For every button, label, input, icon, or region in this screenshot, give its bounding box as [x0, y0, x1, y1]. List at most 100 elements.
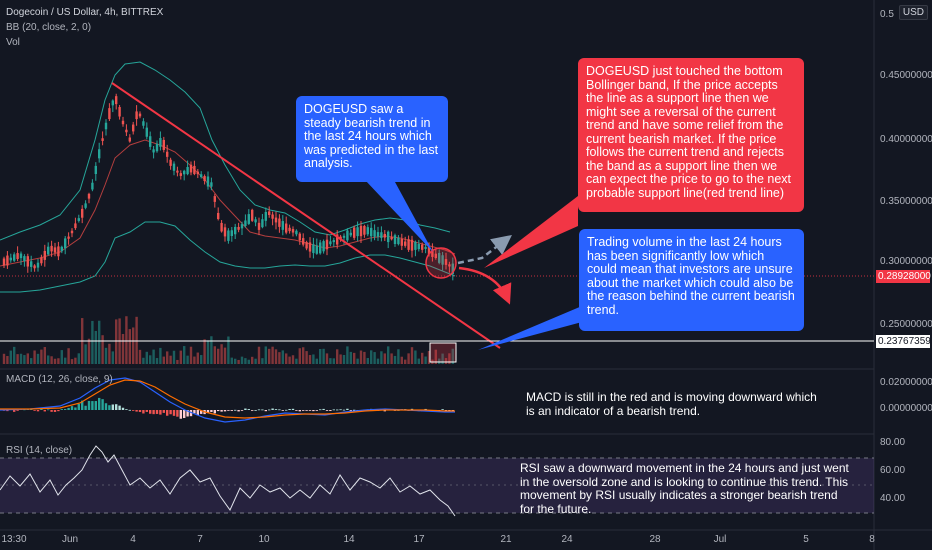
- macd-histogram-bar: [278, 409, 281, 411]
- volume-highlight-box[interactable]: [429, 342, 457, 363]
- candle-body: [397, 237, 400, 245]
- macd-histogram-bar: [13, 410, 16, 412]
- macd-histogram-bar: [319, 409, 322, 411]
- candle-body: [179, 173, 182, 176]
- macd-histogram-bar: [64, 408, 67, 410]
- candle-body: [380, 232, 383, 238]
- time-axis-tick: 13:30: [1, 534, 27, 545]
- candle-body: [2, 258, 6, 266]
- volume-bar: [325, 353, 329, 364]
- macd-histogram-bar: [193, 410, 196, 414]
- candle-body: [373, 230, 376, 237]
- volume-bar: [363, 351, 366, 364]
- candle-body: [206, 176, 210, 187]
- macd-histogram-bar: [176, 410, 179, 417]
- candle-body: [431, 249, 434, 257]
- candle-body: [227, 230, 230, 241]
- candle-body: [115, 96, 118, 105]
- candle-body: [329, 241, 332, 245]
- volume-bar: [36, 353, 40, 364]
- vol-legend[interactable]: Vol: [6, 37, 20, 48]
- candle-body: [189, 164, 193, 173]
- trend-line[interactable]: [111, 82, 501, 349]
- macd-histogram-bar: [240, 410, 244, 411]
- candle-body: [302, 238, 305, 245]
- callout-bearish-trend[interactable]: DOGEUSD saw a steady bearish trend in th…: [296, 96, 448, 182]
- macd-histogram-bar: [346, 408, 349, 410]
- volume-bar: [26, 353, 29, 364]
- macd-note: MACD is still in the red and is moving d…: [526, 390, 817, 418]
- bb-touch-highlight[interactable]: [425, 247, 457, 279]
- candle-body: [172, 163, 176, 171]
- macd-histogram-bar: [94, 401, 97, 410]
- volume-bar: [373, 352, 376, 364]
- time-axis-tick: 17: [413, 534, 425, 545]
- rsi-legend[interactable]: RSI (14, close): [6, 445, 73, 456]
- macd-histogram-bar: [247, 409, 250, 410]
- macd-histogram-bar: [281, 410, 284, 411]
- bb-legend[interactable]: BB (20, close, 2, 0): [6, 22, 92, 33]
- volume-bar: [281, 350, 284, 364]
- volume-bar: [234, 358, 237, 364]
- candle-body: [155, 143, 159, 152]
- volume-bar: [414, 350, 417, 364]
- candle-body: [13, 254, 16, 261]
- candle-body: [186, 167, 189, 175]
- macd-histogram-bar: [33, 410, 36, 411]
- candle-body: [274, 217, 278, 223]
- candle-body: [6, 255, 9, 266]
- currency-button[interactable]: USD: [898, 5, 928, 20]
- volume-bar: [203, 339, 206, 364]
- volume-bar: [172, 350, 176, 364]
- volume-bar: [329, 358, 332, 364]
- volume-bar: [230, 357, 233, 364]
- candle-body: [414, 241, 417, 250]
- callout-bollinger[interactable]: DOGEUSD just touched the bottom Bollinge…: [578, 58, 804, 212]
- time-axis-tick: 24: [561, 534, 573, 545]
- candle-body: [87, 193, 91, 199]
- volume-bar: [410, 347, 414, 364]
- candle-body: [298, 233, 301, 241]
- breakdown-arrow[interactable]: [458, 266, 512, 305]
- macd-histogram-bar: [217, 410, 220, 412]
- volume-bar: [278, 352, 281, 364]
- volume-bar: [424, 356, 427, 364]
- volume-bar: [315, 358, 318, 364]
- candle-body: [295, 230, 298, 235]
- volume-bar: [448, 353, 451, 364]
- macd-histogram-bar: [237, 410, 240, 412]
- volume-bar: [128, 329, 131, 364]
- candle-body: [366, 227, 369, 235]
- red-pointer: [484, 196, 578, 268]
- volume-bar: [183, 346, 186, 364]
- volume-bar: [332, 358, 335, 364]
- macd-legend[interactable]: MACD (12, 26, close, 9): [6, 374, 113, 385]
- volume-bar: [295, 358, 298, 364]
- candle-body: [176, 170, 179, 173]
- candle-body: [159, 138, 162, 147]
- macd-histogram-bar: [6, 410, 9, 412]
- candle-body: [57, 246, 60, 257]
- candle-body: [325, 239, 329, 250]
- candle-body: [152, 149, 155, 153]
- candle-body: [142, 121, 145, 126]
- macd-histogram-bar: [302, 410, 305, 411]
- symbol-title[interactable]: Dogecoin / US Dollar, 4h, BITTREX: [6, 7, 164, 18]
- candle-body: [322, 241, 325, 252]
- time-axis-tick: 5: [803, 534, 809, 545]
- candle-body: [203, 176, 206, 182]
- volume-bar: [271, 346, 274, 364]
- volume-bar: [322, 348, 325, 364]
- candle-body: [23, 256, 26, 262]
- volume-bar: [6, 356, 9, 364]
- macd-histogram-bar: [121, 407, 125, 410]
- volume-bar: [237, 359, 240, 364]
- macd-histogram-bar: [308, 410, 312, 411]
- volume-bar: [240, 356, 244, 364]
- macd-histogram-bar: [230, 410, 233, 411]
- candle-body: [125, 129, 128, 133]
- volume-bar: [84, 344, 87, 364]
- reversal-arrow[interactable]: [457, 234, 512, 265]
- callout-volume[interactable]: Trading volume in the last 24 hours has …: [579, 229, 804, 331]
